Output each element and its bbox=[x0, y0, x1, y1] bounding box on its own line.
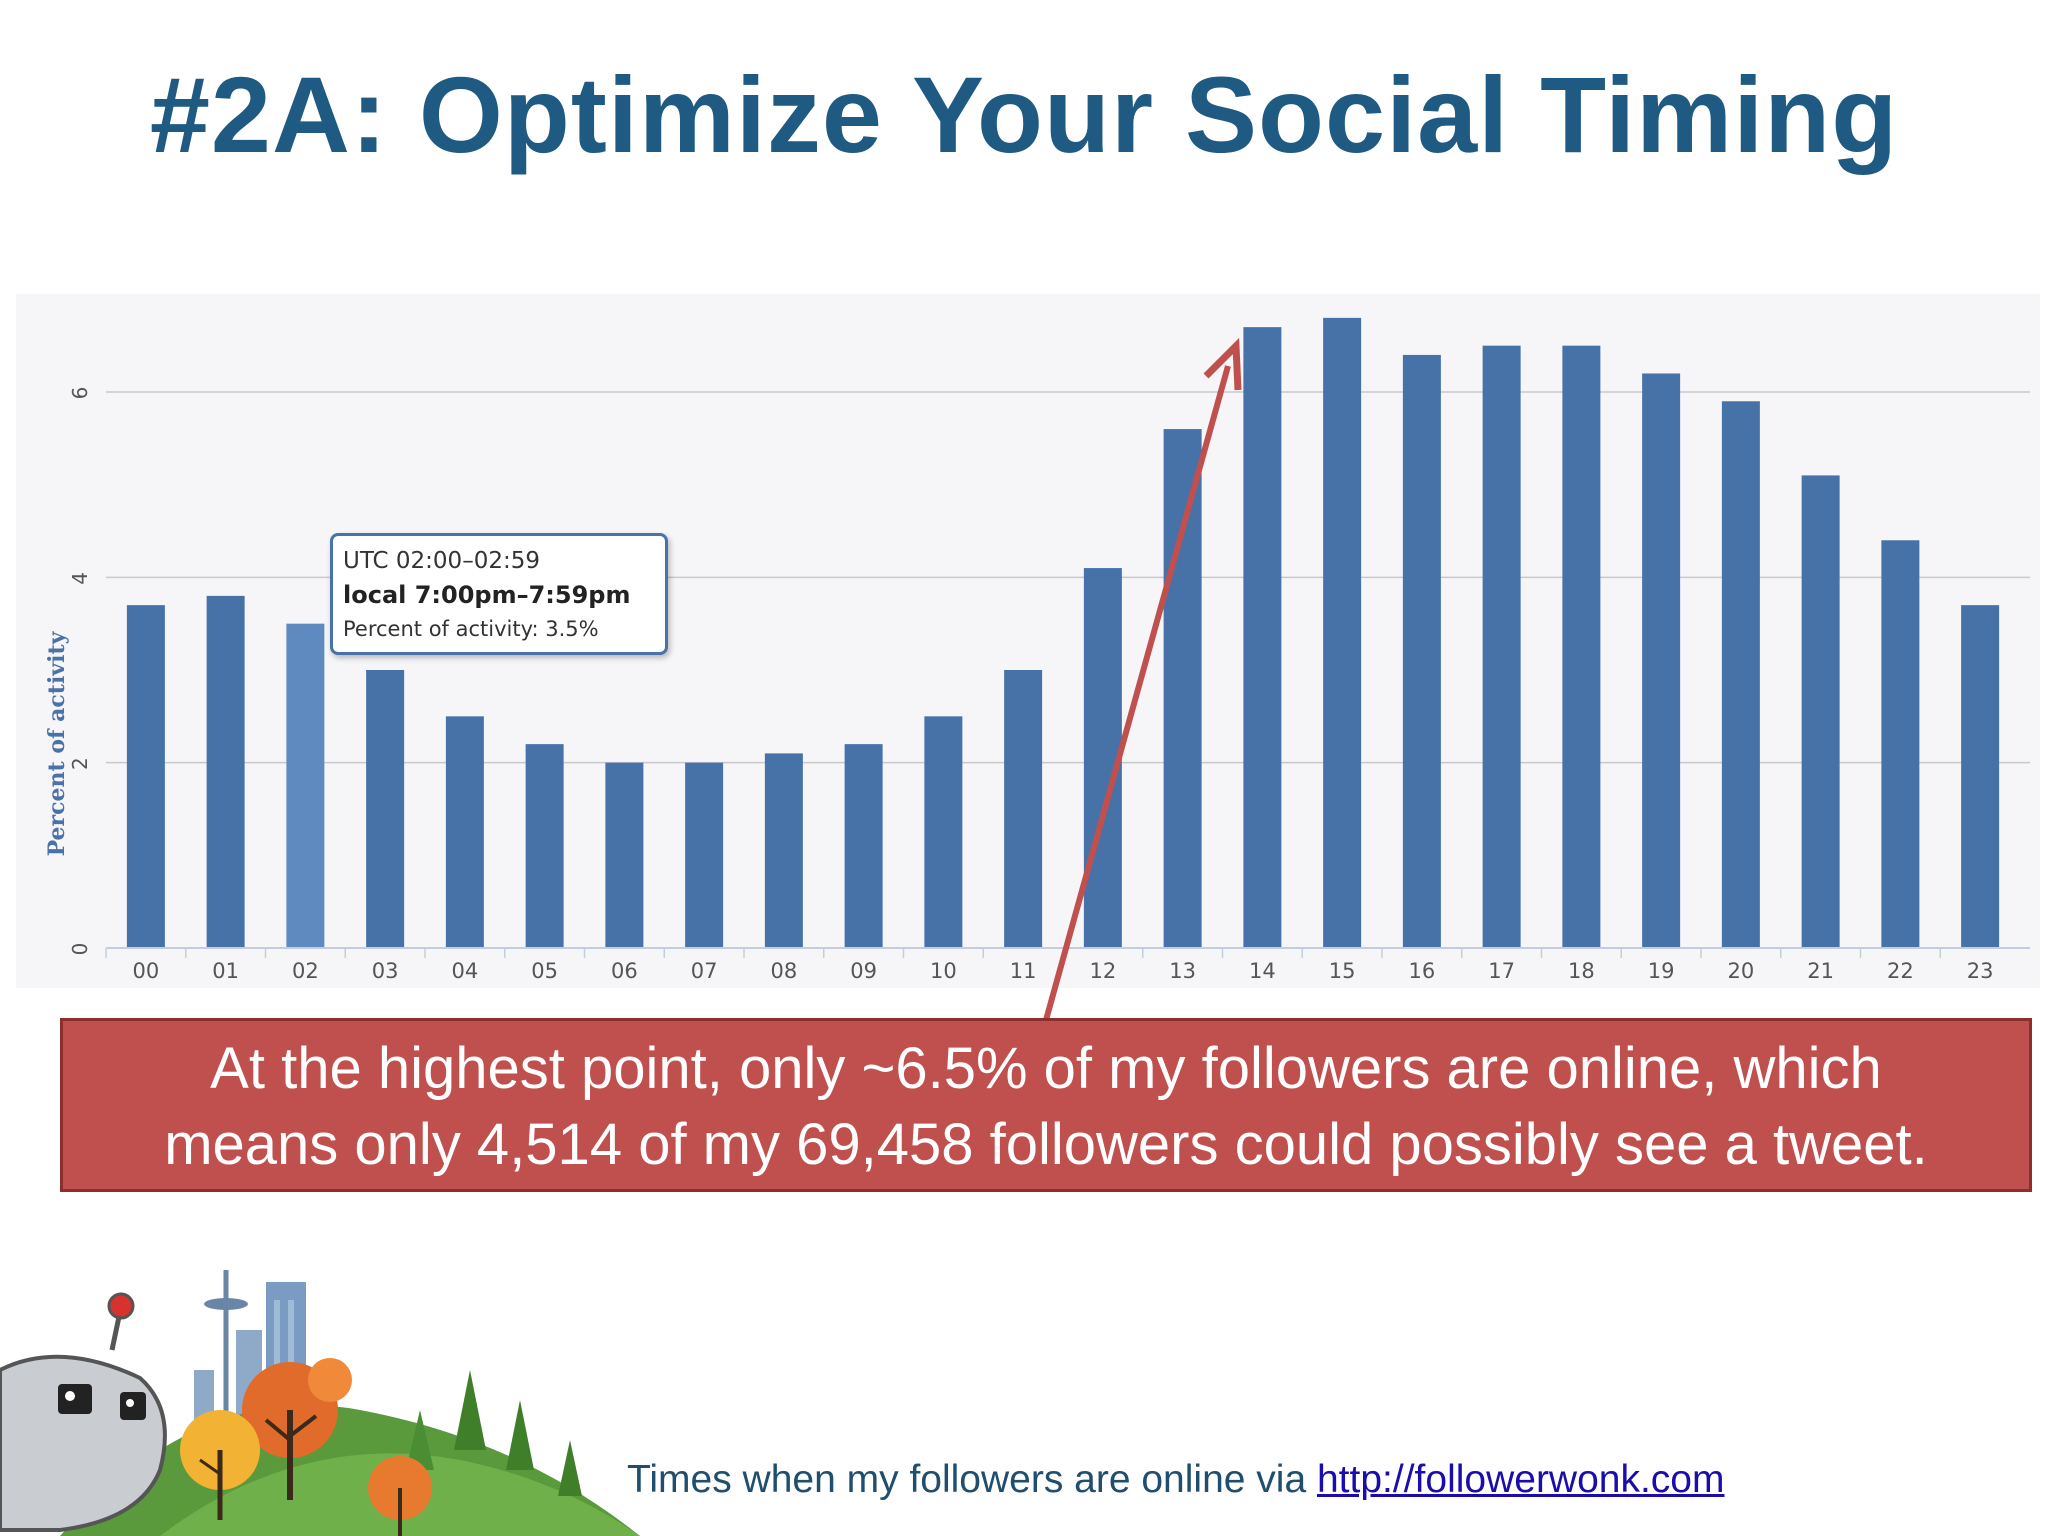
x-tick-label: 15 bbox=[1329, 959, 1356, 983]
tooltip-utc: UTC 02:00–02:59 bbox=[343, 548, 540, 574]
bar[interactable] bbox=[445, 716, 484, 948]
x-tick-label: 03 bbox=[372, 959, 399, 983]
x-tick-label: 11 bbox=[1010, 959, 1037, 983]
x-tick-label: 04 bbox=[452, 959, 479, 983]
x-tick-label: 14 bbox=[1249, 959, 1276, 983]
callout-line-1: At the highest point, only ~6.5% of my f… bbox=[210, 1036, 1882, 1101]
x-tick-label: 16 bbox=[1409, 959, 1436, 983]
bar[interactable] bbox=[1721, 401, 1760, 948]
x-tick-label: 22 bbox=[1887, 959, 1914, 983]
x-tick-label: 17 bbox=[1488, 959, 1515, 983]
bar[interactable] bbox=[764, 753, 803, 948]
bar[interactable] bbox=[1402, 354, 1441, 948]
x-tick-label: 12 bbox=[1090, 959, 1117, 983]
x-tick-label: 23 bbox=[1967, 959, 1994, 983]
slide-title: #2A: Optimize Your Social Timing bbox=[149, 54, 1899, 175]
callout-line-2: means only 4,514 of my 69,458 followers … bbox=[164, 1112, 1928, 1177]
bar[interactable] bbox=[1323, 317, 1362, 948]
x-tick-label: 18 bbox=[1568, 959, 1595, 983]
bar[interactable] bbox=[366, 670, 405, 948]
bar[interactable] bbox=[1083, 568, 1122, 948]
bar[interactable] bbox=[286, 623, 325, 948]
x-tick-label: 06 bbox=[611, 959, 638, 983]
bar[interactable] bbox=[1961, 605, 2000, 948]
tooltip-percent: Percent of activity: 3.5% bbox=[343, 617, 599, 641]
tooltip-local: local 7:00pm–7:59pm bbox=[343, 581, 631, 609]
bar[interactable] bbox=[844, 744, 883, 948]
bar[interactable] bbox=[1004, 670, 1043, 948]
x-tick-label: 05 bbox=[531, 959, 558, 983]
source-caption: Times when my followers are online via h… bbox=[627, 1458, 1725, 1502]
x-tick-label: 19 bbox=[1648, 959, 1675, 983]
bar[interactable] bbox=[1482, 345, 1521, 949]
bar[interactable] bbox=[924, 716, 963, 948]
x-tick-label: 00 bbox=[133, 959, 160, 983]
bar[interactable] bbox=[1163, 429, 1202, 948]
bar-tooltip: UTC 02:00–02:59 local 7:00pm–7:59pm Perc… bbox=[330, 533, 668, 655]
x-tick-label: 20 bbox=[1728, 959, 1755, 983]
x-tick-label: 02 bbox=[292, 959, 319, 983]
bar[interactable] bbox=[1562, 345, 1601, 949]
city-hills-illustration bbox=[0, 1270, 640, 1536]
y-tick-label: 2 bbox=[68, 757, 92, 770]
y-tick-label: 6 bbox=[68, 387, 92, 400]
y-tick-label: 4 bbox=[68, 572, 92, 585]
activity-chart: 0 2 4 6 00 01 02 03 04 05 06 07 08 09 10 11 12 13 14 15 16 17… bbox=[16, 294, 2040, 988]
followerwonk-link[interactable]: http://followerwonk.com bbox=[1316, 1458, 1725, 1501]
bar[interactable] bbox=[206, 595, 245, 948]
x-tick-label: 10 bbox=[930, 959, 957, 983]
x-tick-label: 01 bbox=[212, 959, 239, 983]
bar[interactable] bbox=[1642, 373, 1681, 948]
x-tick-label: 07 bbox=[691, 959, 718, 983]
caption-text: Times when my followers are online via bbox=[627, 1458, 1317, 1501]
bar[interactable] bbox=[525, 744, 564, 948]
y-tick-label: 0 bbox=[68, 943, 92, 956]
callout-box: At the highest point, only ~6.5% of my f… bbox=[60, 1018, 2032, 1192]
x-tick-label: 13 bbox=[1169, 959, 1196, 983]
x-tick-label: 08 bbox=[771, 959, 798, 983]
bar[interactable] bbox=[1243, 327, 1282, 949]
robot-mascot bbox=[0, 1292, 167, 1532]
bar[interactable] bbox=[126, 605, 165, 948]
x-tick-label: 21 bbox=[1807, 959, 1834, 983]
bar[interactable] bbox=[1801, 475, 1840, 948]
bar[interactable] bbox=[605, 762, 644, 948]
y-axis-label: Percent of activity bbox=[44, 630, 70, 856]
bar[interactable] bbox=[1881, 540, 1920, 948]
bar[interactable] bbox=[685, 762, 724, 948]
x-tick-label: 09 bbox=[850, 959, 877, 983]
autumn-trees bbox=[180, 1358, 432, 1536]
